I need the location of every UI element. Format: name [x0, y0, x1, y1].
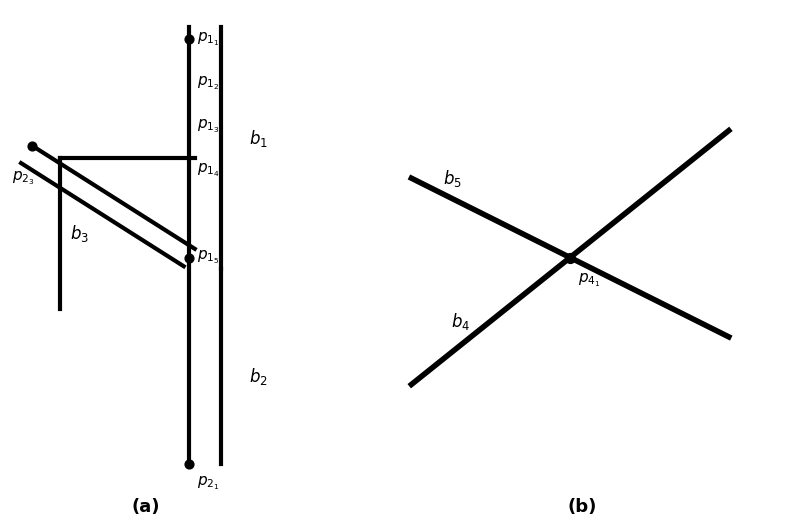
Text: (a): (a): [131, 498, 160, 517]
Text: $b_4$: $b_4$: [451, 311, 471, 332]
Text: $b_1$: $b_1$: [248, 128, 268, 149]
Text: $p_{1_4}$: $p_{1_4}$: [197, 162, 220, 179]
Point: [183, 253, 196, 262]
Text: $p_{1_2}$: $p_{1_2}$: [197, 74, 220, 92]
Text: $p_{1_1}$: $p_{1_1}$: [197, 30, 220, 48]
Text: $b_5$: $b_5$: [443, 168, 462, 189]
Text: (b): (b): [567, 498, 597, 517]
Point: [26, 142, 38, 150]
Text: $p_{2_1}$: $p_{2_1}$: [197, 475, 220, 493]
Text: $p_{1_5}$: $p_{1_5}$: [197, 249, 220, 266]
Text: $p_{4_1}$: $p_{4_1}$: [578, 271, 601, 289]
Text: $p_{1_3}$: $p_{1_3}$: [197, 118, 220, 135]
Text: $b_2$: $b_2$: [248, 366, 268, 387]
Point: [564, 253, 577, 262]
Text: $p_{2_3}$: $p_{2_3}$: [12, 169, 35, 187]
Text: $b_3$: $b_3$: [70, 223, 89, 244]
Point: [183, 35, 196, 43]
Point: [183, 460, 196, 468]
